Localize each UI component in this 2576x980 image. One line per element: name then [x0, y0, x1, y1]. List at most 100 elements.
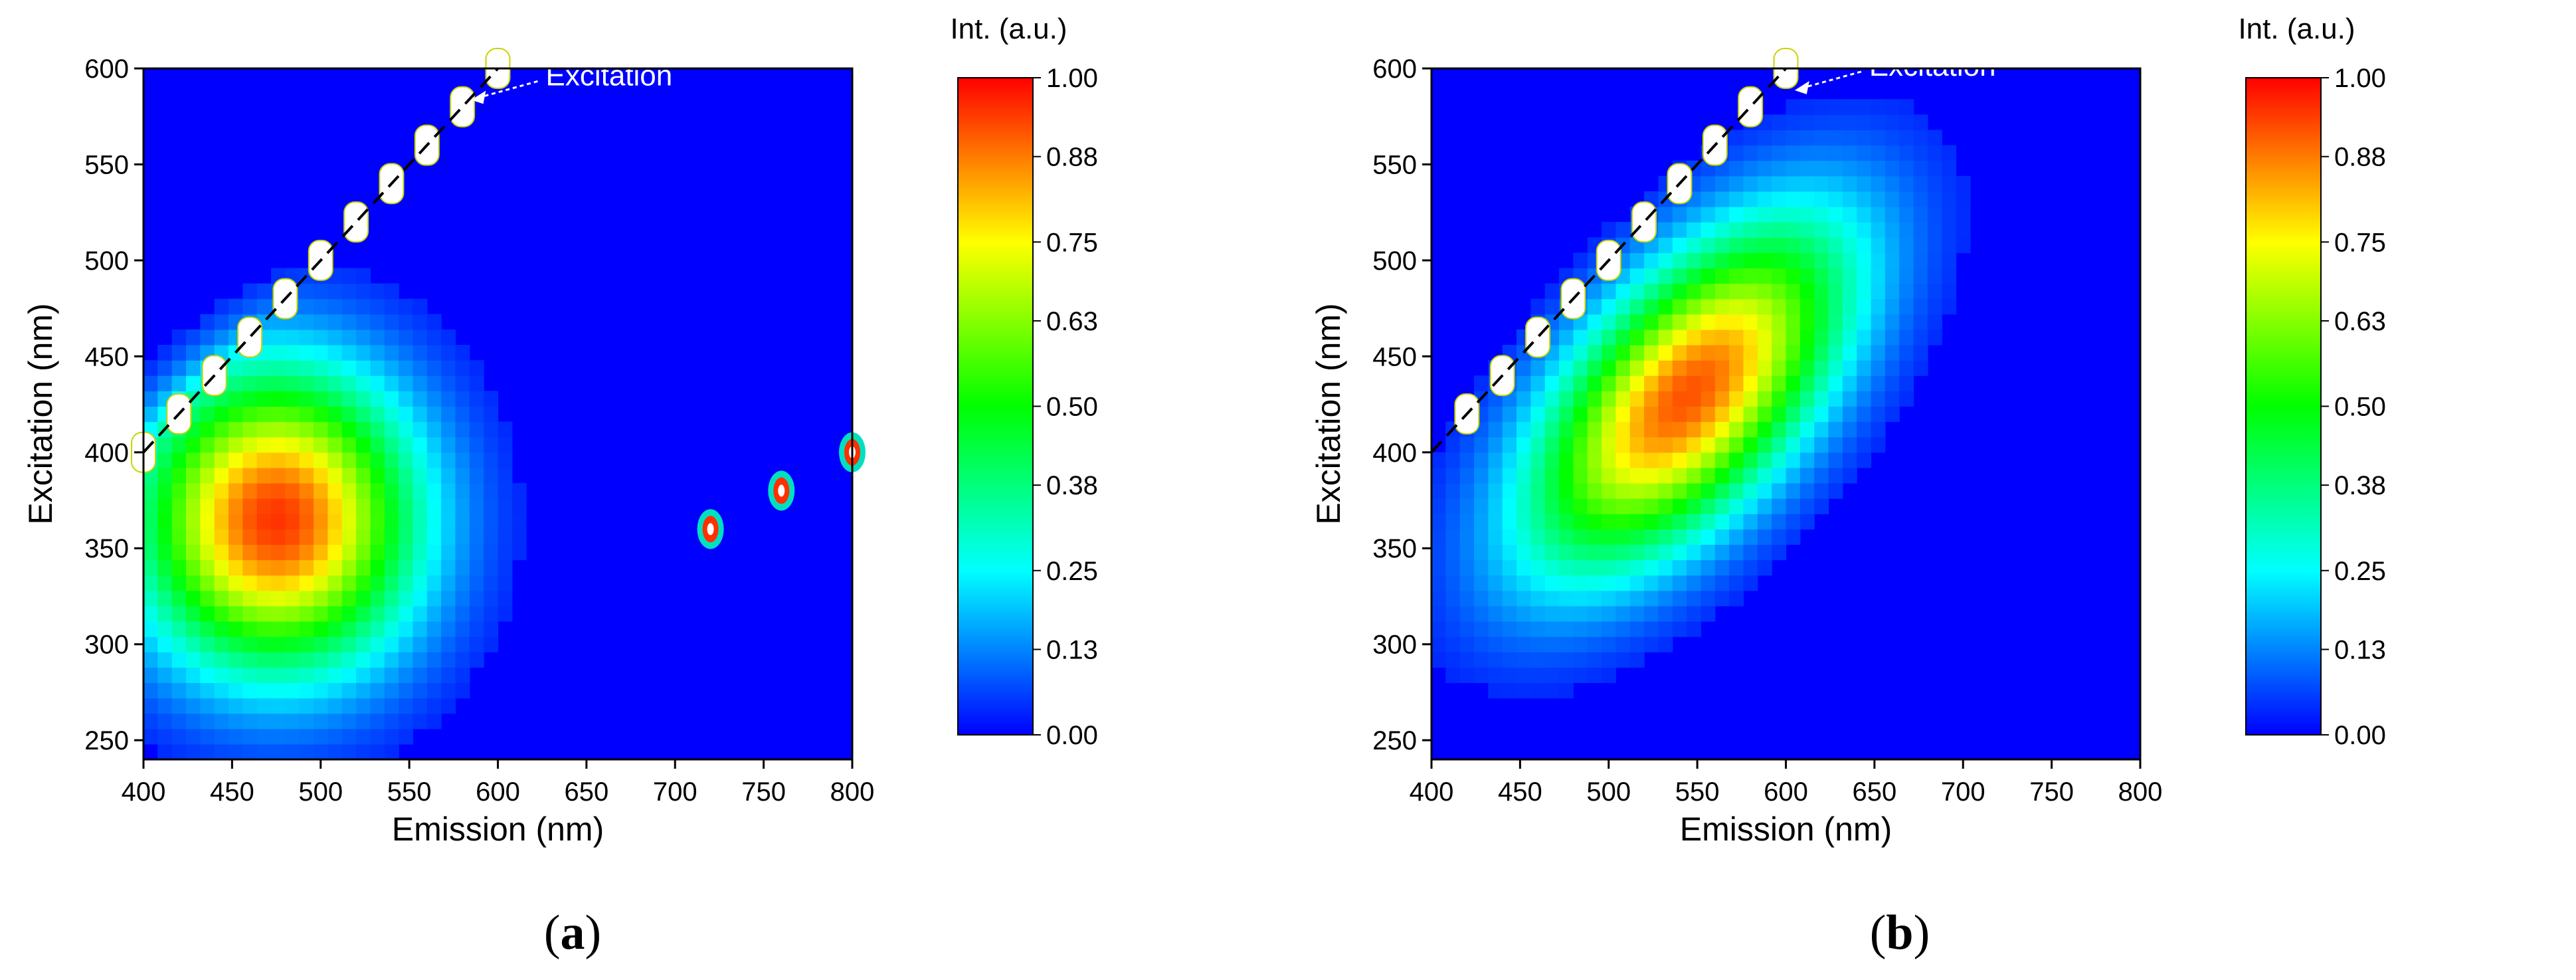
heatmap-cell — [157, 345, 173, 361]
heatmap-cell — [356, 590, 371, 607]
x-tick-label: 800 — [830, 777, 875, 807]
heatmap-cell — [1587, 514, 1602, 530]
heatmap-cell — [426, 698, 442, 714]
heatmap-cell — [1899, 329, 1914, 345]
heatmap-cell — [285, 743, 300, 760]
heatmap-cell — [1573, 637, 1588, 652]
heatmap-cell — [186, 667, 201, 684]
heatmap-cell — [1629, 268, 1645, 284]
heatmap-cell — [327, 375, 343, 391]
heatmap-cell — [256, 298, 272, 315]
heatmap-cell — [1672, 345, 1687, 361]
heatmap-cell — [1672, 360, 1687, 376]
heatmap-cell — [1629, 483, 1645, 499]
heatmap-cell — [200, 421, 215, 438]
heatmap-cell — [1644, 590, 1659, 607]
heatmap-cell — [1913, 237, 1928, 253]
heatmap-cell — [1786, 222, 1801, 238]
heatmap-cell — [1517, 498, 1531, 514]
heatmap-cell — [285, 682, 300, 699]
heatmap-cell — [1502, 437, 1517, 453]
colorbar-tick-label: 0.63 — [1046, 307, 1098, 336]
heatmap-cell — [214, 544, 229, 561]
heatmap-cell — [242, 698, 258, 714]
heatmap-cell — [186, 345, 201, 361]
heatmap-cell — [1488, 437, 1503, 453]
heatmap-cell — [469, 421, 484, 438]
heatmap-cell — [1701, 590, 1716, 607]
heatmap-cell — [1573, 514, 1588, 530]
heatmap-cells — [143, 252, 527, 760]
heatmap-cell — [271, 743, 286, 760]
heatmap-cell — [469, 621, 484, 637]
heatmap-cell — [441, 621, 456, 637]
heatmap-cell — [1871, 314, 1886, 330]
heatmap-cell — [171, 652, 187, 668]
heatmap-cell — [1602, 637, 1617, 652]
heatmap-cell — [341, 314, 357, 330]
heatmap-cell — [399, 514, 414, 530]
heatmap-cell — [1488, 590, 1503, 607]
heatmap-cell — [1474, 452, 1489, 468]
heatmap-cell — [1445, 559, 1461, 576]
heatmap-cell — [1517, 391, 1531, 407]
heatmap-cell — [426, 375, 442, 391]
y-axis-label: Excitation (nm) — [1310, 303, 1347, 524]
heatmap-cell — [1687, 345, 1702, 361]
heatmap-cell — [157, 483, 173, 499]
heatmap-cell — [1587, 575, 1602, 591]
heatmap-cell — [1602, 298, 1617, 315]
heatmap-cell — [1544, 667, 1560, 684]
heatmap-cell — [1701, 222, 1716, 238]
heatmap-cell — [1602, 483, 1617, 499]
rayleigh-scatter-spot — [450, 86, 476, 128]
heatmap-cell — [426, 452, 442, 468]
heatmap-cell — [1672, 298, 1687, 315]
heatmap-cell — [1799, 207, 1815, 223]
heatmap-cell — [157, 360, 173, 376]
heatmap-cell — [229, 529, 243, 545]
heatmap-cell — [1799, 191, 1815, 207]
heatmap-cell — [271, 605, 286, 622]
heatmap-cell — [1658, 590, 1673, 607]
heatmap-cell — [1743, 483, 1758, 499]
heatmap-cell — [1517, 360, 1531, 376]
heatmap-cell — [356, 375, 371, 391]
heatmap-cell — [1729, 283, 1744, 300]
heatmap-cell — [1687, 605, 1702, 622]
heatmap-cell — [1474, 375, 1489, 391]
heatmap-cell — [1772, 452, 1787, 468]
chart-panel-b: Excitation 400 450 500 550 600 650 700 750 800 250… — [1288, 0, 2576, 980]
heatmap-cell — [1857, 345, 1872, 361]
heatmap-cell — [186, 329, 201, 345]
heatmap-cell — [271, 637, 286, 652]
heatmap-cell — [327, 529, 343, 545]
heatmap-cell — [1615, 329, 1631, 345]
heatmap-cell — [1559, 605, 1574, 622]
heatmap-cell — [1644, 345, 1659, 361]
heatmap-cell — [441, 452, 456, 468]
heatmap-cell — [299, 437, 314, 453]
heatmap-cell — [1644, 314, 1659, 330]
heatmap-cell — [1885, 314, 1900, 330]
heatmap-cell — [1799, 483, 1815, 499]
heatmap-cell — [271, 329, 286, 345]
heatmap-cell — [1885, 99, 1900, 115]
heatmap-cell — [1658, 283, 1673, 300]
heatmap-cell — [1842, 467, 1857, 484]
heatmap-cell — [484, 621, 499, 637]
heatmap-cell — [327, 559, 343, 576]
heatmap-cell — [341, 605, 357, 622]
heatmap-cell — [285, 698, 300, 714]
heatmap-cell — [484, 559, 499, 576]
heatmap-cell — [1743, 375, 1758, 391]
heatmap-cell — [256, 360, 272, 376]
heatmap-cell — [229, 544, 243, 561]
annotation-label: Excitation — [1869, 50, 1996, 82]
heatmap-cell — [455, 467, 470, 484]
heatmap-cell — [1772, 130, 1787, 146]
heatmap-cell — [1743, 391, 1758, 407]
heatmap-cell — [1530, 467, 1546, 484]
heatmap-cell — [285, 637, 300, 652]
heatmap-cell — [384, 483, 399, 499]
